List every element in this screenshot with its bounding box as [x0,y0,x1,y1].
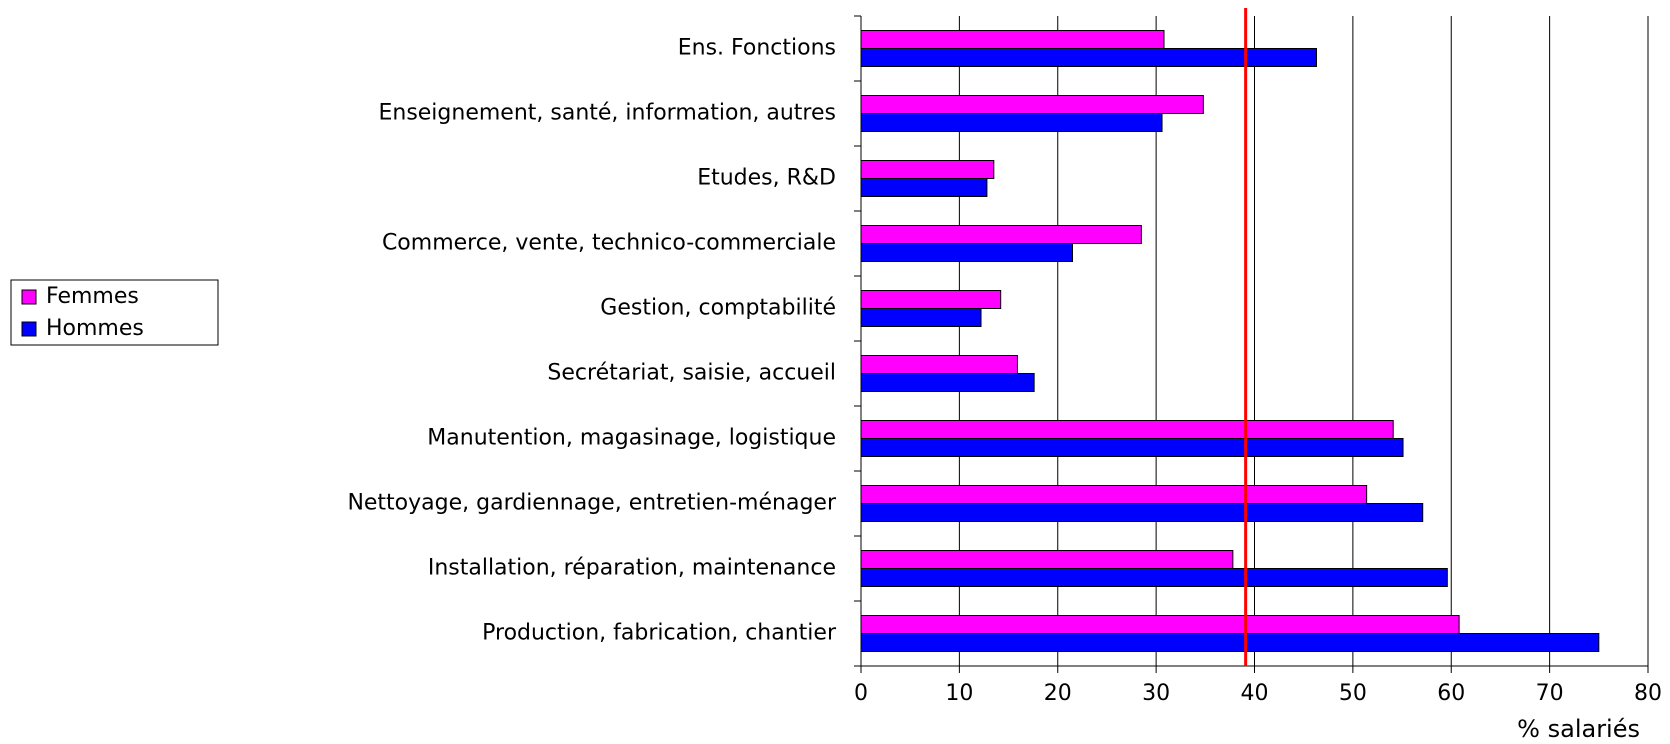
bar [860,373,1035,392]
bar [860,568,1448,587]
legend-label: Femmes [46,284,139,309]
y-tick-label: Ens. Fonctions [678,36,836,61]
y-tick-label: Gestion, comptabilité [600,296,836,321]
x-tick-label: 40 [1241,681,1269,706]
bar [860,178,988,197]
bar [860,503,1424,522]
x-tick-label: 0 [854,681,868,706]
x-tick-label: 60 [1437,681,1465,706]
y-tick-label: Enseignement, santé, information, autres [378,101,836,126]
y-tick-label: Secrétariat, saisie, accueil [547,361,836,386]
x-tick-label: 80 [1634,681,1662,706]
bar [860,438,1404,457]
bar [860,550,1234,569]
bar [860,633,1600,652]
x-tick-label: 70 [1536,681,1564,706]
legend-box [10,279,219,346]
bar [860,485,1368,504]
bar [860,95,1204,114]
legend-swatch [21,289,37,305]
bar [860,290,1002,309]
bar [860,615,1460,634]
y-tick-label: Installation, réparation, maintenance [428,556,836,581]
bar [860,225,1142,244]
x-tick-label: 20 [1044,681,1072,706]
x-tick-label: 10 [945,681,973,706]
bar [860,420,1394,439]
bar [860,113,1163,132]
bar [860,30,1165,49]
bar [860,243,1074,262]
bar [860,355,1018,374]
y-tick-label: Nettoyage, gardiennage, entretien-ménage… [347,491,837,516]
x-axis-label: % salariés [1517,715,1640,743]
y-tick-label: Manutention, magasinage, logistique [427,426,836,451]
bar [860,308,982,327]
bar [860,160,995,179]
x-tick-label: 50 [1339,681,1367,706]
y-tick-label: Production, fabrication, chantier [482,621,837,646]
bar [860,48,1317,67]
y-tick-label: Commerce, vente, technico-commerciale [382,231,836,256]
y-tick-label: Etudes, R&D [697,166,836,191]
x-tick-label: 30 [1142,681,1170,706]
legend-label: Hommes [46,316,144,341]
legend-swatch [21,321,37,337]
